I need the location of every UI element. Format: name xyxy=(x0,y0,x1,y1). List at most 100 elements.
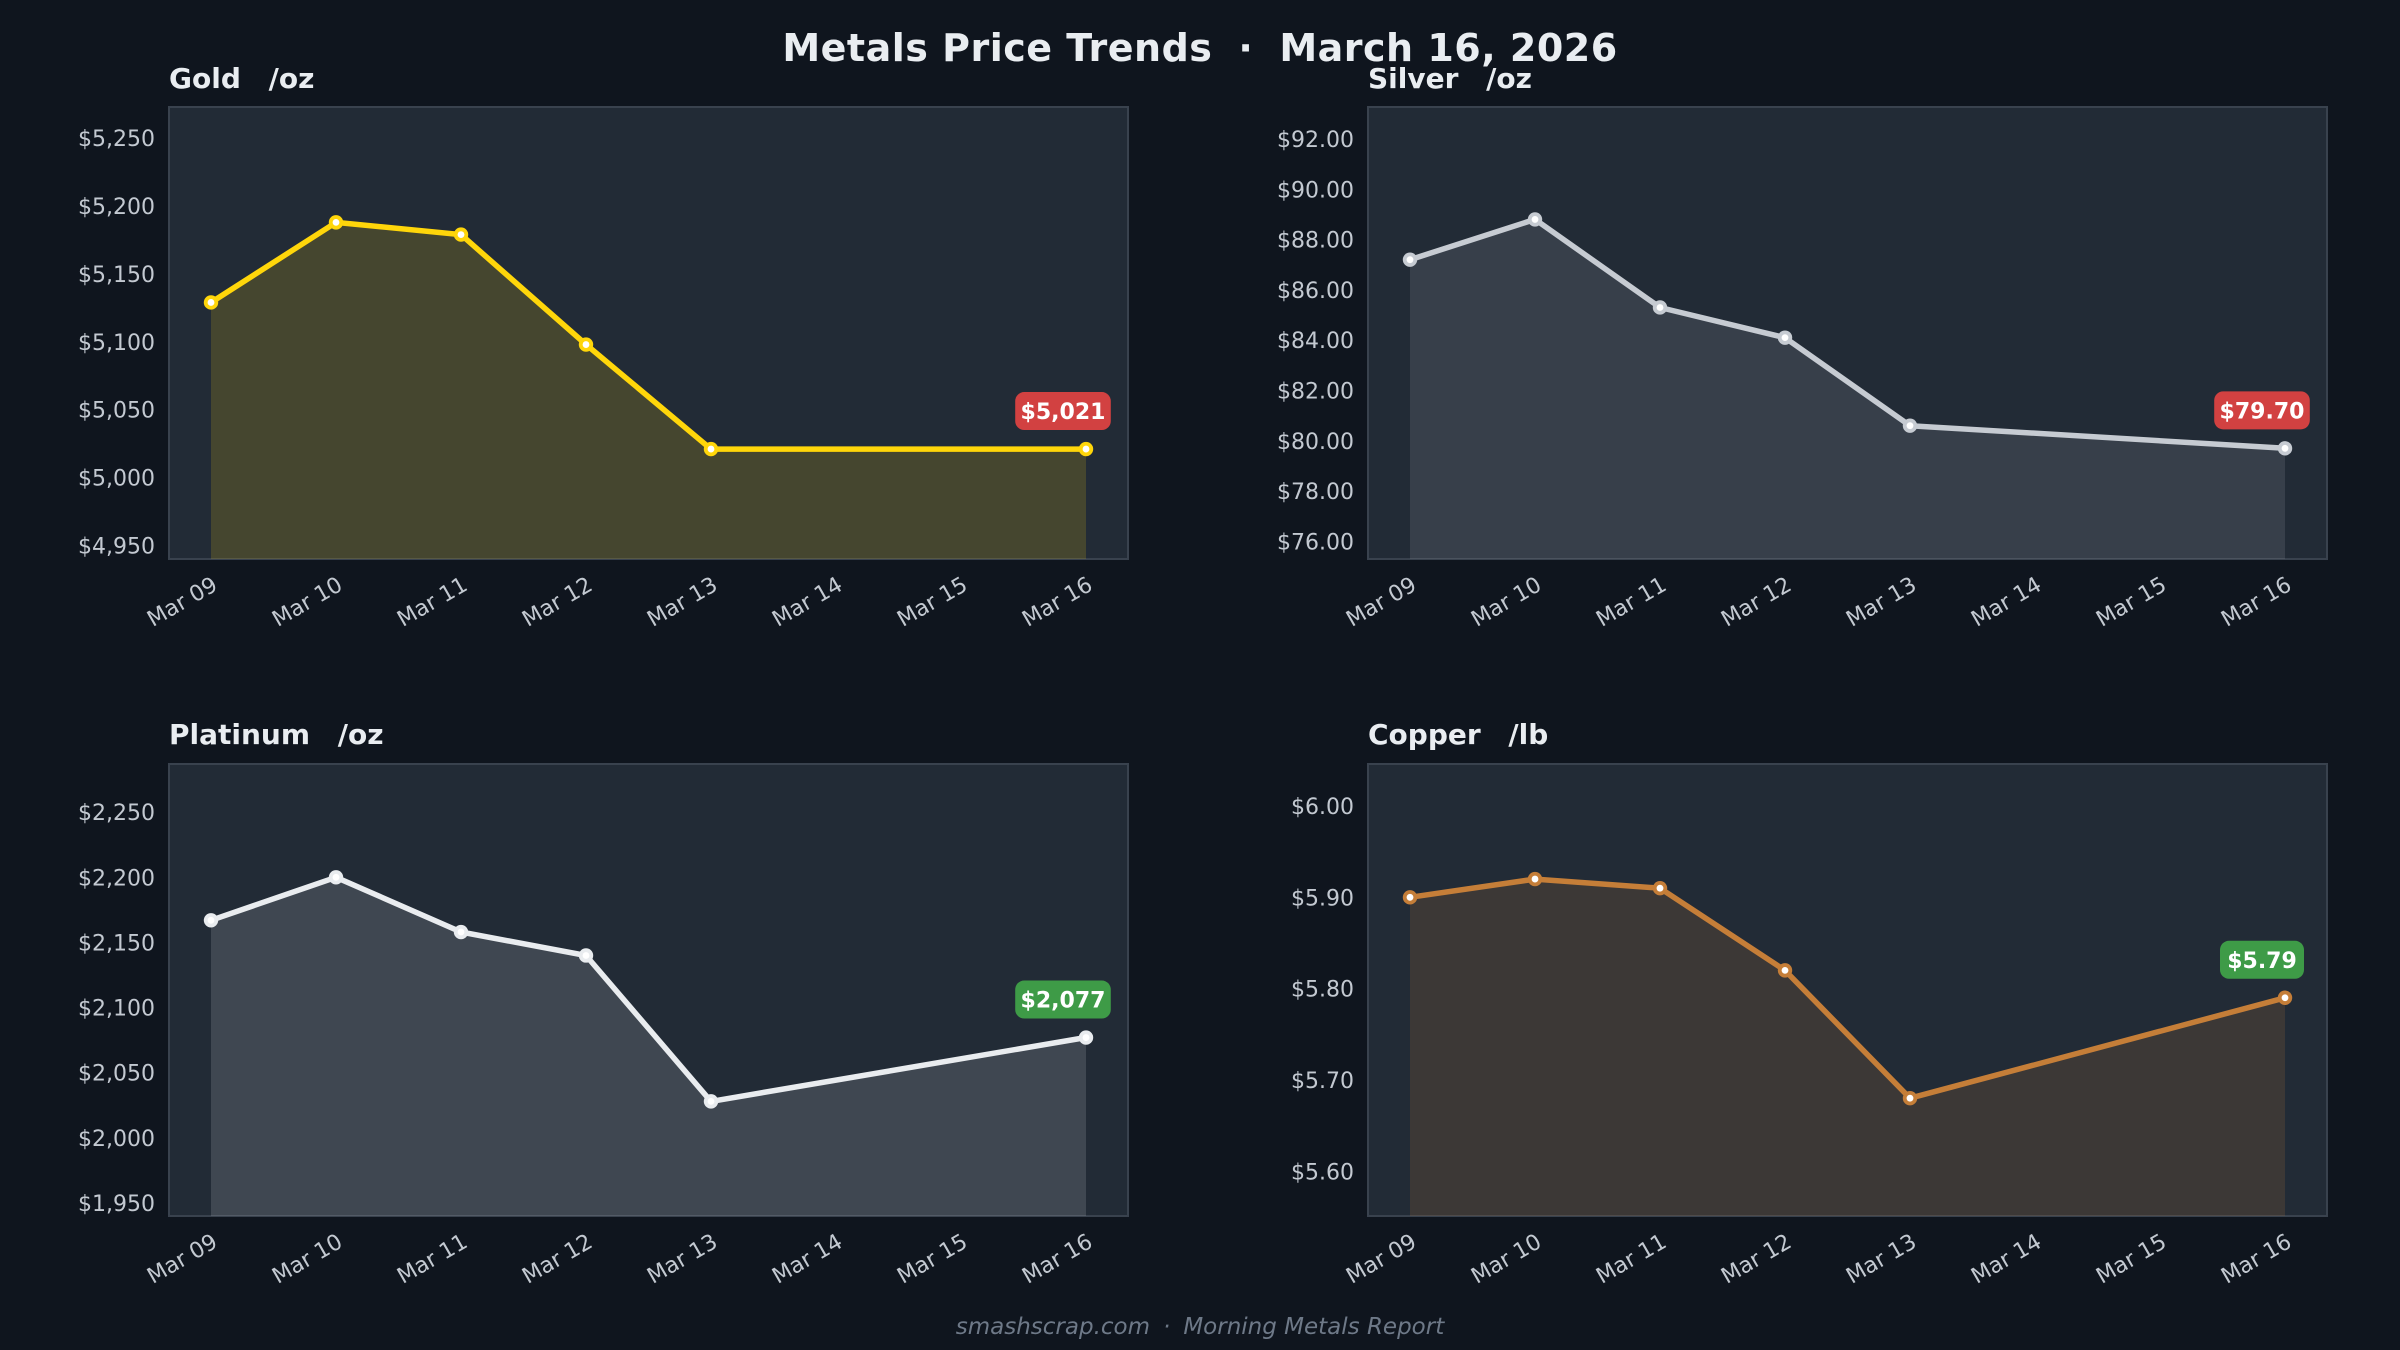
copper-area-fill xyxy=(1410,879,2285,1216)
silver-area-fill xyxy=(1410,219,2285,559)
silver-ytick-90: $90.00 xyxy=(1277,178,1354,203)
silver-panel-unit: /oz xyxy=(1486,62,1532,95)
silver-plot-area xyxy=(1367,106,2328,560)
platinum-marker-mar-11 xyxy=(453,924,469,940)
platinum-plot-area xyxy=(168,763,1129,1217)
page-title-right: March 16, 2026 xyxy=(1279,26,1618,70)
copper-marker-mar-16 xyxy=(2277,990,2293,1005)
silver-price-line xyxy=(1407,216,2288,452)
silver-marker-center-mar-11 xyxy=(1656,304,1664,311)
platinum-marker-mar-13 xyxy=(703,1094,719,1109)
silver-xtick-mar-13: Mar 13 xyxy=(1842,573,1921,633)
copper-marker-center-mar-13 xyxy=(1906,1094,1914,1102)
platinum-panel-title: Platinum /oz xyxy=(169,718,384,751)
silver-ytick-86: $86.00 xyxy=(1277,279,1354,304)
gold-ytick-5100: $5,100 xyxy=(78,331,155,356)
gold-marker-center-mar-10 xyxy=(332,218,340,226)
silver-marker-center-mar-13 xyxy=(1906,422,1914,430)
gold-chart: $4,950 $5,000 $5,050 $5,100 $5,150 $5,200 $5,2… xyxy=(78,106,1129,633)
gold-xtick-mar-12: Mar 12 xyxy=(518,573,597,633)
footer-separator: · xyxy=(1163,1314,1171,1340)
copper-xtick-mar-10: Mar 10 xyxy=(1467,1230,1546,1290)
copper-marker-center-mar-16 xyxy=(2281,994,2289,1002)
gold-marker-mar-11 xyxy=(453,227,469,242)
silver-marker-center-mar-12 xyxy=(1781,334,1789,342)
silver-ytick-78: $78.00 xyxy=(1277,480,1354,505)
platinum-chart: $1,950 $2,000 $2,050 $2,100 $2,150 $2,200 $2,2… xyxy=(78,763,1129,1290)
platinum-marker-mar-12 xyxy=(578,948,594,963)
platinum-marker-center-mar-10 xyxy=(332,873,340,881)
silver-xtick-mar-16: Mar 16 xyxy=(2217,573,2296,633)
gold-ytick-5200: $5,200 xyxy=(78,195,155,220)
gold-marker-mar-09 xyxy=(203,295,219,310)
gold-xtick-mar-16: Mar 16 xyxy=(1018,573,1097,633)
gold-xtick-mar-14: Mar 14 xyxy=(768,573,847,633)
platinum-ytick-2200: $2,200 xyxy=(78,866,155,891)
silver-marker-center-mar-09 xyxy=(1406,256,1414,264)
copper-chart: $5.60 $5.70 $5.80 $5.90 $6.00 Mar 09 Mar 10 Mar… xyxy=(1291,763,2328,1290)
footer-report: Morning Metals Report xyxy=(1183,1314,1445,1340)
gold-marker-center-mar-16 xyxy=(1082,445,1090,453)
platinum-ytick-2000: $2,000 xyxy=(78,1127,155,1152)
gold-area-fill xyxy=(211,222,1086,559)
copper-ytick-5.6: $5.60 xyxy=(1291,1160,1354,1185)
page-title: Metals Price Trends · March 16, 2026 xyxy=(0,26,2400,70)
gold-marker-mar-13 xyxy=(703,441,719,457)
silver-xtick-mar-14: Mar 14 xyxy=(1967,573,2046,633)
copper-price-line xyxy=(1407,876,2288,1101)
platinum-xtick-mar-09: Mar 09 xyxy=(143,1230,222,1290)
platinum-marker-mar-09 xyxy=(203,913,219,928)
silver-xtick-mar-11: Mar 11 xyxy=(1592,573,1671,633)
platinum-last-price-badge-label: $2,077 xyxy=(1021,989,1106,1014)
copper-xtick-mar-11: Mar 11 xyxy=(1592,1230,1671,1290)
silver-marker-mar-09 xyxy=(1402,252,1418,267)
silver-ytick-76: $76.00 xyxy=(1277,530,1354,555)
copper-marker-center-mar-10 xyxy=(1531,875,1539,883)
copper-marker-center-mar-12 xyxy=(1781,966,1789,974)
platinum-marker-mar-10 xyxy=(328,870,344,885)
platinum-xtick-mar-16: Mar 16 xyxy=(1018,1230,1097,1290)
gold-panel-title: Gold /oz xyxy=(169,62,314,95)
copper-marker-center-mar-09 xyxy=(1406,893,1414,901)
silver-marker-mar-11 xyxy=(1652,300,1668,315)
gold-ytick-5250: $5,250 xyxy=(78,127,155,152)
copper-xtick-mar-12: Mar 12 xyxy=(1717,1230,1796,1290)
silver-xtick-mar-10: Mar 10 xyxy=(1467,573,1546,633)
gold-xtick-mar-10: Mar 10 xyxy=(268,573,347,633)
platinum-ytick-2050: $2,050 xyxy=(78,1062,155,1087)
silver-panel-title: Silver /oz xyxy=(1368,62,1532,95)
gold-ytick-5050: $5,050 xyxy=(78,399,155,424)
platinum-marker-mar-16 xyxy=(1078,1030,1094,1045)
silver-marker-mar-16 xyxy=(2277,441,2293,456)
gold-panel-metal: Gold xyxy=(169,62,241,95)
copper-last-price-badge-label: $5.79 xyxy=(2227,949,2297,974)
gold-marker-center-mar-13 xyxy=(707,445,715,453)
page-title-separator: · xyxy=(1238,26,1254,70)
copper-marker-mar-10 xyxy=(1527,871,1543,887)
copper-xtick-mar-16: Mar 16 xyxy=(2217,1230,2296,1290)
platinum-marker-center-mar-11 xyxy=(457,928,465,936)
platinum-xtick-mar-12: Mar 12 xyxy=(518,1230,597,1290)
gold-panel-unit: /oz xyxy=(268,62,315,95)
copper-last-price-badge xyxy=(2220,940,2304,979)
silver-ytick-82: $82.00 xyxy=(1277,379,1354,404)
gold-marker-mar-12 xyxy=(578,337,594,352)
platinum-price-line xyxy=(208,874,1089,1105)
silver-marker-center-mar-10 xyxy=(1531,216,1539,223)
gold-xtick-mar-11: Mar 11 xyxy=(393,573,472,633)
gold-marker-center-mar-12 xyxy=(582,341,590,348)
platinum-ytick-2250: $2,250 xyxy=(78,801,155,826)
copper-panel-unit: /lb xyxy=(1508,718,1549,751)
gold-ytick-5000: $5,000 xyxy=(78,467,155,492)
copper-xtick-mar-14: Mar 14 xyxy=(1967,1230,2046,1290)
copper-xtick-mar-13: Mar 13 xyxy=(1842,1230,1921,1290)
gold-last-price-badge xyxy=(1015,392,1111,431)
platinum-area-fill xyxy=(211,877,1086,1216)
gold-marker-center-mar-09 xyxy=(207,299,215,306)
copper-xtick-mar-09: Mar 09 xyxy=(1342,1230,1421,1290)
silver-panel-metal: Silver xyxy=(1368,62,1459,95)
platinum-marker-center-mar-13 xyxy=(707,1097,715,1105)
copper-panel-metal: Copper xyxy=(1368,718,1481,751)
